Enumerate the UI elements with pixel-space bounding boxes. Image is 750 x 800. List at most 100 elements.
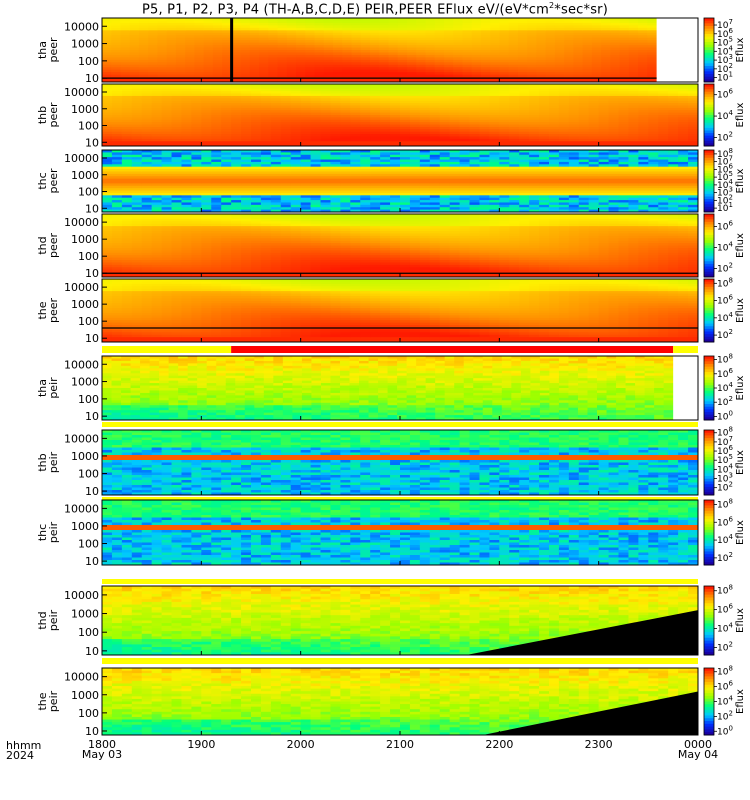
colorbar-swatch bbox=[704, 521, 714, 525]
colorbar-swatch bbox=[704, 481, 714, 485]
colorbar-swatch bbox=[704, 50, 714, 54]
y-tick-label: 1000 bbox=[71, 169, 99, 182]
y-tick-label: 10 bbox=[85, 267, 99, 280]
colorbar-swatch bbox=[704, 732, 714, 736]
colorbar-swatch bbox=[704, 529, 714, 533]
x-tick-label: 2100 bbox=[386, 738, 414, 751]
y-tick-label: 1000 bbox=[71, 608, 99, 621]
colorbar-swatch bbox=[704, 364, 714, 368]
colorbar-swatch bbox=[704, 68, 714, 72]
colorbar-swatch bbox=[704, 127, 714, 131]
colorbar-swatch bbox=[704, 112, 714, 116]
title-superscript: 2 bbox=[548, 1, 555, 10]
colorbar-swatch bbox=[704, 594, 714, 598]
y-tick-label: 10000 bbox=[64, 502, 99, 515]
y-tick-label: 10000 bbox=[64, 20, 99, 33]
colorbar-tick-label: 104 bbox=[717, 241, 733, 254]
status-bar-segment bbox=[102, 497, 698, 501]
colorbar-swatch bbox=[704, 219, 714, 223]
colorbar-tick-label: 104 bbox=[717, 695, 733, 708]
colorbar-swatch bbox=[704, 130, 714, 134]
colorbar-swatch bbox=[704, 271, 714, 275]
colorbar-swatch bbox=[704, 398, 714, 402]
colorbar-swatch bbox=[704, 261, 714, 265]
colorbar-swatch bbox=[704, 227, 714, 231]
colorbar-swatch bbox=[704, 652, 714, 656]
colorbar-swatch bbox=[704, 279, 714, 283]
colorbar-swatch bbox=[704, 102, 714, 106]
colorbar-swatch bbox=[704, 551, 714, 555]
colorbar-swatch bbox=[704, 358, 714, 362]
colorbar-swatch bbox=[704, 390, 714, 394]
y-tick-label: 10 bbox=[85, 485, 99, 498]
y-tick-label: 10 bbox=[85, 410, 99, 423]
colorbar-tick-label: 108 bbox=[717, 497, 733, 510]
colorbar-swatch bbox=[704, 79, 714, 83]
spectrogram-image bbox=[102, 150, 698, 212]
colorbar-swatch bbox=[704, 430, 714, 434]
colorbar-frame bbox=[703, 585, 715, 656]
colorbar-swatch bbox=[704, 125, 714, 129]
panel-label-probe: thc bbox=[36, 172, 49, 189]
colorbar-swatch bbox=[704, 117, 714, 121]
colorbar-swatch bbox=[704, 377, 714, 381]
colorbar-swatch bbox=[704, 284, 714, 288]
colorbar-swatch bbox=[704, 470, 714, 474]
colorbar-swatch bbox=[704, 183, 714, 187]
colorbar-swatch bbox=[704, 266, 714, 270]
colorbar-swatch bbox=[704, 543, 714, 547]
colorbar-swatch bbox=[704, 435, 714, 439]
panel-label-probe: thb bbox=[36, 106, 49, 124]
colorbar-swatch bbox=[704, 632, 714, 636]
colorbar-swatch bbox=[704, 63, 714, 67]
colorbar-swatch bbox=[704, 245, 714, 249]
colorbar-swatch bbox=[704, 518, 714, 523]
y-tick-label: 100 bbox=[78, 626, 99, 639]
colorbar-tick-label: 106 bbox=[717, 220, 733, 233]
colorbar-tick-label: 102 bbox=[717, 262, 733, 275]
colorbar-frame bbox=[703, 429, 715, 496]
colorbar-swatch bbox=[704, 600, 714, 604]
colorbar-swatch bbox=[704, 372, 714, 376]
colorbar-swatch bbox=[704, 684, 714, 689]
colorbar-tick-label: 106 bbox=[717, 294, 733, 307]
colorbar-swatch bbox=[704, 723, 714, 728]
colorbar-swatch bbox=[704, 409, 714, 413]
colorbar-swatch bbox=[704, 502, 714, 506]
y-tick-label: 10 bbox=[85, 72, 99, 85]
colorbar-swatch bbox=[704, 559, 714, 563]
y-tick-label: 100 bbox=[78, 250, 99, 263]
colorbar-swatch bbox=[704, 712, 714, 716]
colorbar-swatch bbox=[704, 66, 714, 70]
colorbar-swatch bbox=[704, 26, 714, 30]
colorbar-swatch bbox=[704, 673, 714, 677]
colorbar-swatch bbox=[704, 193, 714, 197]
y-tick-label: 1000 bbox=[71, 689, 99, 702]
panel-label-species: peer bbox=[47, 37, 60, 63]
colorbar-swatch bbox=[704, 609, 714, 613]
colorbar-swatch bbox=[704, 157, 714, 161]
colorbar-swatch bbox=[704, 369, 714, 373]
colorbar-tick-label: 106 bbox=[717, 680, 733, 693]
colorbar-tick-label: 102 bbox=[717, 640, 733, 653]
title-text: P5, P1, P2, P3, P4 (TH-A,B,C,D,E) PEIR,P… bbox=[142, 2, 549, 18]
colorbar-tick-label: 102 bbox=[717, 328, 733, 341]
spectrogram-image bbox=[102, 214, 698, 277]
colorbar-swatch bbox=[704, 524, 714, 528]
colorbar-swatch bbox=[704, 150, 714, 154]
colorbar-swatch bbox=[704, 679, 714, 683]
no-data-region bbox=[673, 356, 698, 420]
colorbar-swatch bbox=[704, 60, 714, 64]
colorbar-swatch bbox=[704, 417, 714, 421]
colorbar-label: Eflux bbox=[735, 608, 746, 633]
y-tick-label: 100 bbox=[78, 55, 99, 68]
colorbar-swatch bbox=[704, 380, 714, 384]
colorbar-swatch bbox=[704, 726, 714, 730]
colorbar-swatch bbox=[704, 562, 714, 566]
data-spike bbox=[230, 18, 234, 82]
